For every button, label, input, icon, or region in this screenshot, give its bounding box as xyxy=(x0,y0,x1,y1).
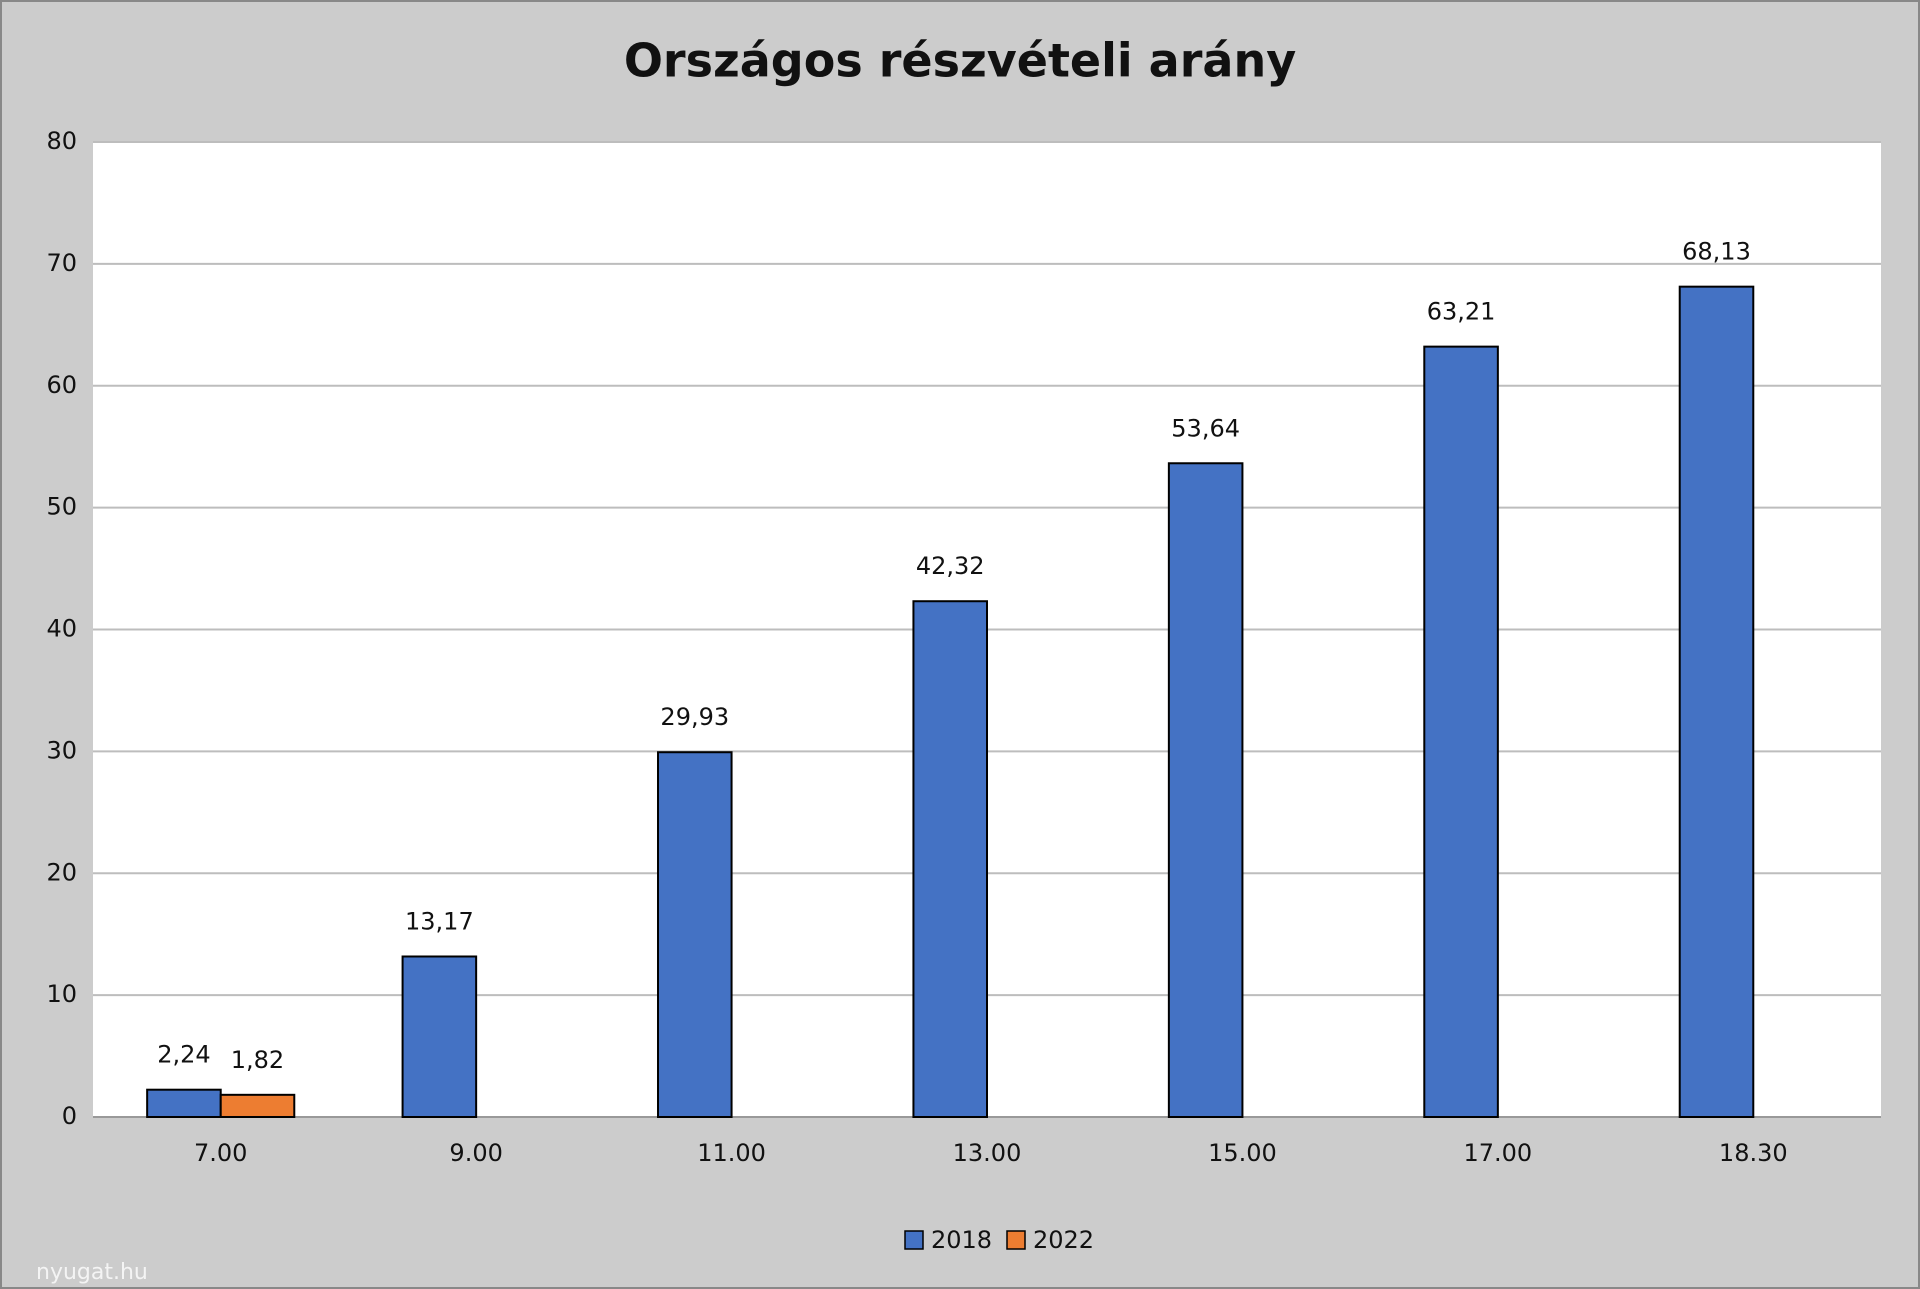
x-tick-label: 18.30 xyxy=(1719,1139,1788,1167)
x-tick-label: 7.00 xyxy=(194,1139,247,1167)
legend-swatch xyxy=(904,1230,924,1250)
x-tick-label: 9.00 xyxy=(449,1139,502,1167)
bar xyxy=(219,1093,296,1118)
chart-title: Országos részvételi arány xyxy=(624,34,1296,88)
bar xyxy=(401,955,478,1118)
y-tick-label: 20 xyxy=(46,858,77,886)
legend-swatch xyxy=(1006,1230,1026,1250)
x-tick-label: 17.00 xyxy=(1463,1139,1532,1167)
data-label: 63,21 xyxy=(1427,298,1496,326)
y-tick-label: 80 xyxy=(46,127,77,155)
y-tick-label: 30 xyxy=(46,736,77,764)
x-tick-label: 15.00 xyxy=(1208,1139,1277,1167)
y-tick-label: 60 xyxy=(46,371,77,399)
bar xyxy=(146,1088,222,1118)
data-label: 13,17 xyxy=(405,907,474,935)
data-label: 42,32 xyxy=(916,552,985,580)
bar xyxy=(912,600,989,1118)
x-tick-label: 13.00 xyxy=(953,1139,1022,1167)
data-label: 2,24 xyxy=(157,1041,210,1069)
legend-label: 2018 xyxy=(931,1226,992,1254)
y-tick-label: 40 xyxy=(46,615,77,643)
y-tick-label: 70 xyxy=(46,249,77,277)
bar xyxy=(657,751,733,1119)
y-tick-label: 10 xyxy=(46,980,77,1008)
data-label: 53,64 xyxy=(1171,414,1240,442)
x-tick-label: 11.00 xyxy=(697,1139,766,1167)
bar xyxy=(1423,345,1499,1118)
bar xyxy=(1678,285,1755,1118)
y-tick-label: 0 xyxy=(62,1102,77,1130)
data-label: 68,13 xyxy=(1682,238,1751,266)
data-label: 29,93 xyxy=(660,703,729,731)
watermark: nyugat.hu xyxy=(36,1260,148,1285)
bar xyxy=(1167,462,1244,1118)
data-label: 1,82 xyxy=(231,1046,284,1074)
y-tick-label: 50 xyxy=(46,493,77,521)
legend-label: 2022 xyxy=(1033,1226,1094,1254)
